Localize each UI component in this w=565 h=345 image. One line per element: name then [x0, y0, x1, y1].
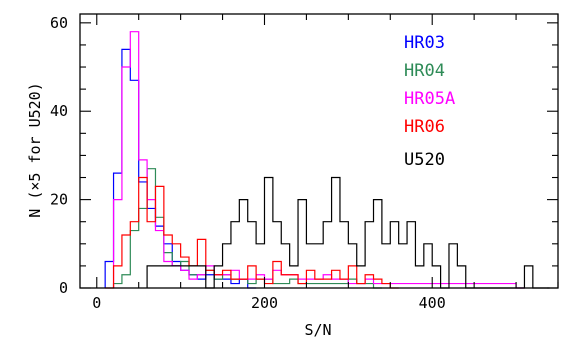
histogram-hr06	[105, 176, 399, 289]
legend-entry-u520: U520	[404, 150, 445, 170]
y-axis-label: N (×5 for U520)	[26, 82, 44, 217]
plot-frame	[79, 13, 559, 289]
legend-entry-hr06: HR06	[404, 117, 445, 137]
legend-entry-hr04: HR04	[404, 61, 445, 81]
y-tick-label: 60	[50, 14, 68, 32]
ticks-layer	[80, 14, 559, 289]
x-tick-label: 0	[92, 294, 101, 312]
x-tick-label: 400	[419, 294, 446, 312]
histogram-hr05a	[112, 31, 525, 289]
y-tick-label: 40	[50, 102, 68, 120]
x-axis-label: S/N	[304, 321, 331, 339]
histogram-hr03	[104, 48, 257, 289]
x-tick-label: 200	[251, 294, 278, 312]
legend-entry-hr03: HR03	[404, 33, 445, 53]
y-tick-label: 20	[50, 191, 68, 209]
y-tick-label: 0	[59, 279, 68, 297]
series-layer	[104, 31, 550, 289]
legend-entry-hr05a: HR05A	[404, 89, 455, 109]
histogram-u520	[146, 176, 550, 289]
